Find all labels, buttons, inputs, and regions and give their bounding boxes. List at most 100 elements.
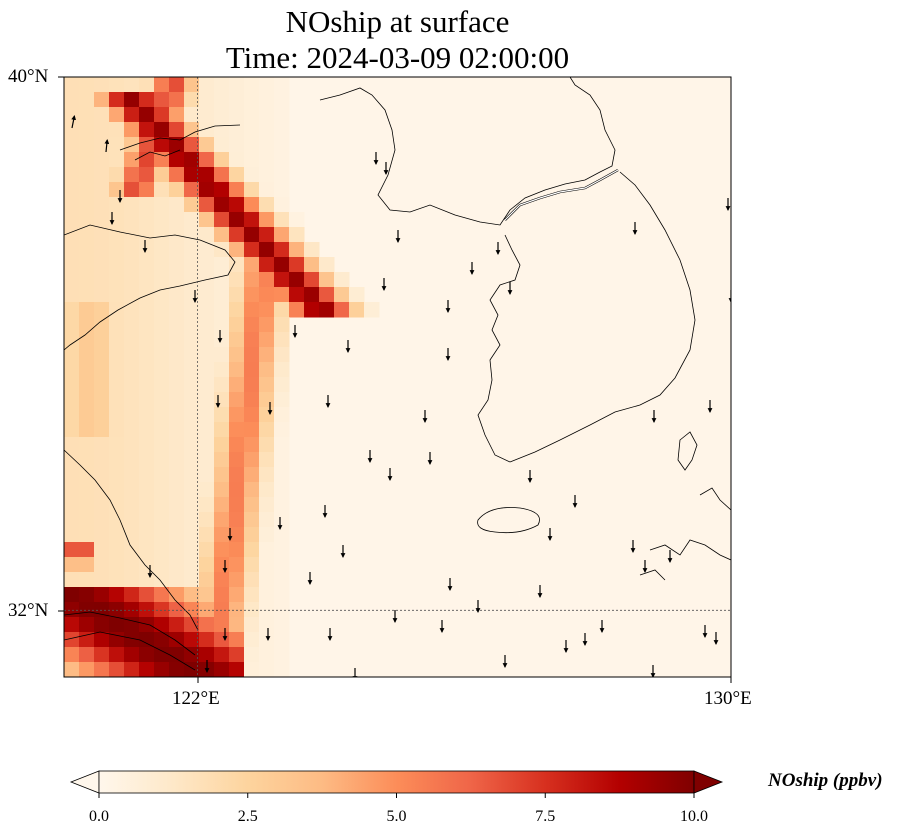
heatmap-cell: [199, 452, 215, 468]
heatmap-cell: [94, 227, 110, 243]
heatmap-cell: [154, 452, 170, 468]
heatmap-cell: [214, 257, 230, 273]
heatmap-cell: [259, 302, 275, 318]
heatmap-cell: [274, 347, 290, 363]
heatmap-cell: [199, 332, 215, 348]
heatmap-cell: [124, 392, 140, 408]
heatmap-cell: [64, 227, 80, 243]
heatmap-cell: [94, 632, 110, 648]
heatmap-cell: [184, 452, 200, 468]
heatmap-cell: [214, 77, 230, 93]
heatmap-cell: [154, 542, 170, 558]
heatmap-cell: [79, 302, 95, 318]
heatmap-cell: [229, 632, 245, 648]
heatmap-cell: [349, 287, 365, 303]
coastlines: [64, 77, 731, 671]
heatmap-cell: [169, 662, 185, 677]
heatmap-cell: [169, 512, 185, 528]
heatmap-cell: [184, 497, 200, 513]
heatmap-cell: [154, 122, 170, 138]
heatmap-cell: [199, 422, 215, 438]
heatmap-cell: [229, 587, 245, 603]
heatmap-cell: [259, 167, 275, 183]
heatmap-cell: [229, 422, 245, 438]
heatmap-cell: [259, 107, 275, 123]
heatmap-cell: [334, 272, 350, 288]
heatmap-cell: [274, 407, 290, 423]
heatmap-cell: [199, 137, 215, 153]
heatmap-cell: [169, 242, 185, 258]
heatmap-cell: [199, 362, 215, 378]
heatmap-cell: [259, 527, 275, 543]
heatmap-cell: [139, 647, 155, 663]
heatmap-cell: [109, 287, 125, 303]
heatmap-cell: [79, 197, 95, 213]
heatmap-cell: [184, 257, 200, 273]
heatmap-cell: [214, 302, 230, 318]
heatmap-cell: [184, 467, 200, 483]
heatmap-cell: [229, 302, 245, 318]
heatmap-cell: [244, 182, 260, 198]
heatmap-cell: [109, 167, 125, 183]
heatmap-cell: [169, 632, 185, 648]
heatmap-cell: [64, 497, 80, 513]
heatmap-cell: [184, 437, 200, 453]
heatmap-cell: [109, 92, 125, 108]
heatmap-cell: [214, 392, 230, 408]
heatmap-cell: [244, 512, 260, 528]
heatmap-cell: [259, 227, 275, 243]
heatmap-cell: [139, 557, 155, 573]
heatmap-cell: [94, 332, 110, 348]
heatmap-cell: [184, 377, 200, 393]
heatmap-cell: [229, 122, 245, 138]
heatmap-cell: [154, 617, 170, 633]
heatmap-cell: [109, 557, 125, 573]
heatmap-cell: [244, 662, 260, 677]
heatmap-cell: [169, 122, 185, 138]
heatmap-cell: [94, 167, 110, 183]
heatmap-cell: [244, 302, 260, 318]
heatmap-cell: [169, 602, 185, 618]
map-frame: [63, 76, 732, 678]
heatmap-cell: [94, 212, 110, 228]
heatmap-cell: [124, 662, 140, 677]
lon-label-130: 130°E: [704, 688, 752, 709]
heatmap-cell: [274, 272, 290, 288]
heatmap-cell: [199, 167, 215, 183]
heatmap-cell: [94, 407, 110, 423]
heatmap-cell: [244, 137, 260, 153]
heatmap-cell: [184, 572, 200, 588]
heatmap-cell: [334, 287, 350, 303]
heatmap-cell: [199, 242, 215, 258]
heatmap-cell: [229, 527, 245, 543]
heatmap-cell: [229, 137, 245, 153]
heatmap-cell: [94, 452, 110, 468]
heatmap-cell: [244, 452, 260, 468]
colorbar-label: NOship (ppbv): [768, 770, 883, 791]
heatmap-cell: [259, 272, 275, 288]
heatmap-cell: [64, 617, 80, 633]
map-title: NOship at surface Time: 2024-03-09 02:00…: [64, 4, 731, 76]
heatmap-cell: [139, 272, 155, 288]
heatmap-cell: [139, 437, 155, 453]
heatmap-cell: [184, 362, 200, 378]
heatmap-cell: [184, 197, 200, 213]
heatmap-cell: [64, 212, 80, 228]
heatmap-cell: [259, 347, 275, 363]
heatmap-cell: [289, 272, 305, 288]
heatmap-cell: [274, 467, 290, 483]
heatmap-cell: [274, 332, 290, 348]
heatmap-cell: [214, 167, 230, 183]
heatmap-cell: [214, 317, 230, 333]
heatmap-cell: [169, 392, 185, 408]
heatmap-cell: [79, 152, 95, 168]
heatmap-cell: [109, 227, 125, 243]
heatmap-cell: [109, 392, 125, 408]
heatmap-cell: [139, 512, 155, 528]
heatmap-cell: [229, 512, 245, 528]
heatmap-cell: [154, 137, 170, 153]
heatmap-cell: [244, 287, 260, 303]
heatmap-cell: [94, 107, 110, 123]
heatmap-cell: [199, 407, 215, 423]
heatmap-cell: [244, 257, 260, 273]
